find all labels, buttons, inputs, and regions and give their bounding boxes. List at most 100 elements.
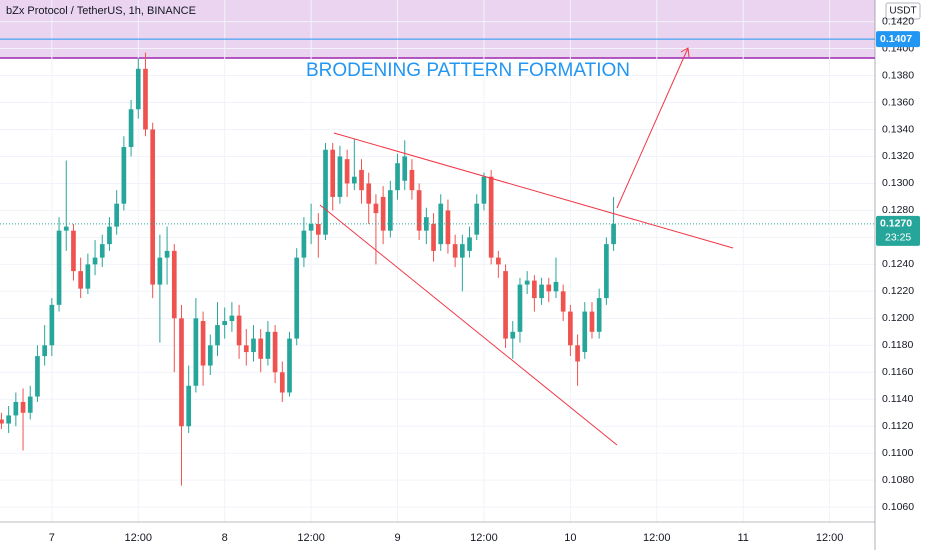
candle-body: [128, 109, 134, 148]
grid: [0, 0, 875, 522]
candle-body: [510, 331, 516, 339]
candle-body: [330, 149, 336, 197]
candle-body: [143, 68, 148, 130]
arrow-head: [680, 47, 690, 58]
candle-body: [596, 298, 602, 332]
axes: 0.1060 0.1080 0.1100 0.1120 0.1140 0.1160 0.11…: [49, 15, 920, 544]
candle-body: [121, 147, 127, 204]
candle-body: [294, 257, 300, 339]
candle-body: [553, 281, 559, 292]
candle-body: [308, 223, 314, 231]
x-tick-label: 12:00: [470, 532, 498, 544]
candle-body: [20, 401, 26, 413]
candle-body: [71, 230, 76, 272]
candle-body: [0, 419, 4, 424]
x-tick-label: 12:00: [816, 532, 844, 544]
candle-body: [416, 190, 422, 231]
candle-body: [49, 304, 55, 346]
candle-body: [157, 257, 163, 285]
candle-body: [63, 226, 69, 231]
candle-body: [107, 226, 112, 245]
y-tick-label: 0.1120: [882, 420, 913, 432]
candle-body: [279, 372, 285, 393]
candle-body: [243, 345, 249, 353]
candle-body: [467, 237, 472, 251]
candle-body: [344, 159, 350, 184]
candle-body: [359, 169, 364, 191]
y-tick-label: 0.1100: [882, 447, 913, 459]
candle-body: [402, 156, 408, 181]
y-tick-label: 0.1380: [882, 69, 914, 81]
countdown: 23:25: [885, 232, 911, 244]
x-tick-label: 7: [49, 532, 55, 544]
candle-body: [604, 244, 609, 299]
x-tick-label: 8: [222, 532, 228, 544]
candle-body: [193, 318, 199, 386]
currency-box: [885, 2, 921, 20]
arrow: [616, 47, 689, 209]
y-tick-label: 0.1320: [882, 150, 914, 162]
candle-body: [207, 345, 213, 366]
candle-body: [13, 401, 19, 416]
y-tick-label: 0.1240: [882, 258, 914, 270]
candle-body: [582, 311, 588, 353]
candle-body: [27, 396, 33, 413]
y-tick-label: 0.1060: [882, 501, 914, 513]
time-axis: [0, 522, 932, 550]
candle-body: [200, 321, 206, 366]
x-tick-label: 9: [394, 532, 400, 544]
y-tick-label: 0.1220: [882, 285, 914, 297]
currency: USDT: [889, 6, 916, 17]
candle-body: [315, 223, 321, 235]
y-tick-label: 0.1420: [882, 15, 914, 27]
candle-body: [409, 169, 415, 191]
upper-trendline: [333, 132, 734, 249]
y-tick-label: 0.1180: [882, 339, 913, 351]
candle-body: [301, 230, 307, 258]
candle-body: [532, 280, 537, 299]
candle-body: [546, 284, 552, 292]
candle-body: [373, 203, 379, 214]
candle-body: [452, 244, 458, 258]
candle-body: [323, 149, 328, 235]
candle-body: [6, 415, 11, 424]
y-tick-label: 0.1300: [882, 177, 914, 189]
candle-body: [431, 223, 436, 251]
x-tick-label: 10: [564, 532, 576, 544]
candles: [0, 38, 875, 486]
candle-body: [351, 176, 357, 184]
candle-body: [524, 280, 530, 285]
candle-body: [474, 203, 480, 235]
x-tick-label: 12:00: [297, 532, 325, 544]
candle-body: [560, 291, 566, 312]
candle-body: [460, 244, 465, 258]
candle-body: [135, 68, 141, 110]
candle-body: [186, 385, 192, 427]
price-axis: [875, 0, 932, 550]
candle-body: [337, 156, 343, 197]
candle-body: [265, 331, 271, 359]
annotation: BRODENING PATTERN FORMATION: [306, 60, 630, 81]
candle-body: [445, 210, 451, 245]
lower-trendline: [319, 204, 618, 446]
candle-body: [481, 176, 487, 204]
candle-body: [589, 311, 595, 332]
candle-body: [611, 223, 616, 245]
x-tick-label: 11: [737, 532, 748, 544]
y-tick-label: 0.1360: [882, 96, 914, 108]
candle-body: [287, 338, 292, 393]
candle-body: [229, 315, 235, 322]
candle-body: [272, 331, 278, 373]
candle-body: [114, 203, 120, 227]
price-tag: [876, 215, 920, 246]
candle-body: [215, 325, 220, 346]
candle-body: [380, 196, 386, 231]
candle-body: [222, 321, 228, 326]
candle-body: [517, 284, 523, 332]
candle-body: [387, 190, 393, 231]
candle-body: [150, 129, 156, 285]
y-tick-label: 0.1160: [882, 366, 913, 378]
candle-body: [35, 356, 40, 397]
